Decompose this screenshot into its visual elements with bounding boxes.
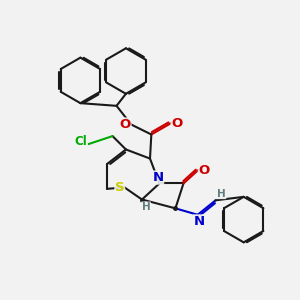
Text: H: H [217, 189, 226, 199]
Text: Cl: Cl [75, 136, 87, 148]
Text: N: N [152, 171, 164, 184]
Text: O: O [171, 117, 182, 130]
Text: N: N [194, 215, 205, 228]
Text: O: O [198, 164, 210, 177]
Text: O: O [120, 118, 131, 131]
Text: S: S [115, 181, 124, 194]
Text: H: H [142, 202, 150, 212]
